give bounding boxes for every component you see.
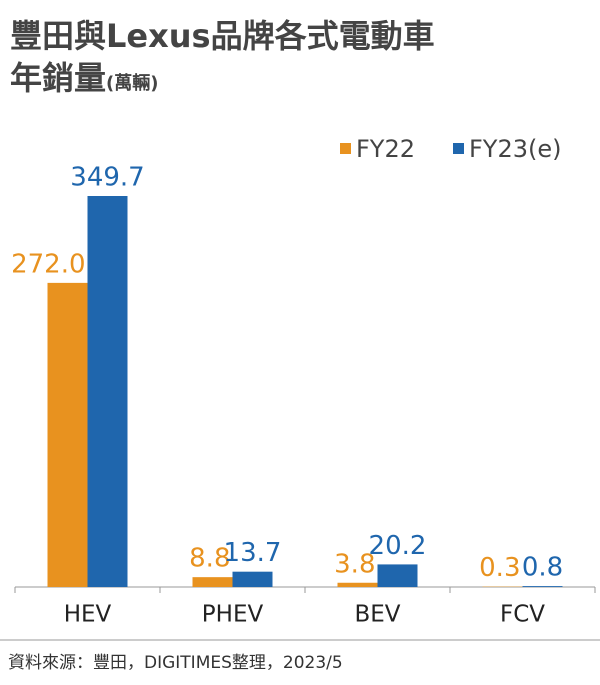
data-label: 0.8	[522, 553, 563, 583]
bar	[87, 196, 128, 587]
bar	[192, 577, 233, 587]
source-note: 資料來源：豐田，DIGITIMES整理，2023/5	[8, 653, 343, 673]
bar	[337, 582, 378, 587]
data-label: 272.0	[11, 249, 85, 279]
x-tick-label: BEV	[354, 602, 400, 628]
data-label: 8.8	[189, 544, 230, 574]
bar	[47, 282, 88, 587]
x-tick-label: HEV	[64, 602, 112, 628]
data-label: 13.7	[224, 538, 282, 568]
legend-label: FY23(e)	[469, 135, 562, 163]
legend-swatch	[453, 143, 464, 154]
x-tick-label: FCV	[500, 602, 545, 628]
unit-label: (萬輛)	[106, 72, 158, 94]
bar	[522, 586, 563, 587]
chart-title: 年銷量(萬輛)	[10, 59, 158, 97]
legend-label: FY22	[356, 135, 415, 163]
bar	[232, 571, 273, 587]
x-tick-label: PHEV	[202, 602, 264, 628]
chart-title: 豐田與Lexus品牌各式電動車	[10, 17, 435, 55]
data-label: 20.2	[369, 531, 427, 561]
data-label: 3.8	[334, 549, 375, 579]
bar	[377, 564, 418, 587]
legend-swatch	[340, 143, 351, 154]
chart-title-line: 年銷量	[10, 59, 106, 97]
data-label: 349.7	[70, 163, 144, 193]
data-label: 0.3	[479, 553, 520, 583]
